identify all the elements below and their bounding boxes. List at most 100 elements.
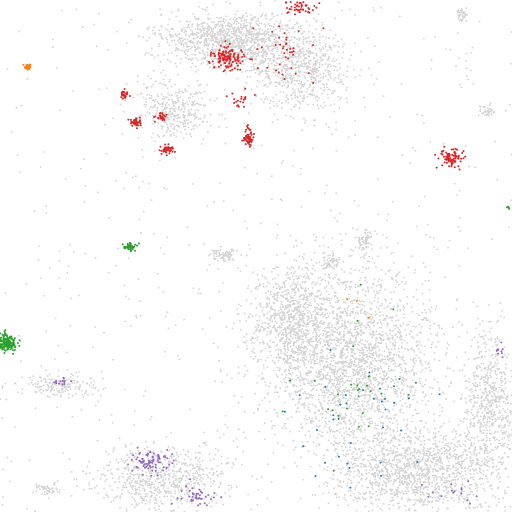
data-point xyxy=(202,57,205,59)
data-point xyxy=(251,53,254,55)
data-point xyxy=(294,92,296,94)
data-point xyxy=(304,57,307,59)
data-point xyxy=(373,389,375,391)
data-point xyxy=(319,388,322,391)
data-point xyxy=(276,105,278,108)
data-point xyxy=(452,326,454,329)
data-point xyxy=(356,325,358,328)
data-point xyxy=(362,358,365,360)
data-point xyxy=(398,299,401,301)
data-point xyxy=(326,385,329,388)
data-point xyxy=(369,394,371,397)
data-point xyxy=(403,392,405,395)
data-point xyxy=(259,73,261,75)
data-point xyxy=(197,36,199,38)
data-point xyxy=(315,424,318,427)
data-point xyxy=(320,298,323,300)
data-point xyxy=(350,248,352,251)
data-point xyxy=(183,50,186,53)
data-point xyxy=(258,315,261,318)
data-point xyxy=(378,390,380,393)
data-point xyxy=(384,417,387,419)
data-point xyxy=(175,15,178,18)
data-point xyxy=(297,31,300,34)
data-point xyxy=(412,386,415,388)
data-point xyxy=(214,24,217,26)
data-point xyxy=(370,349,373,352)
data-point xyxy=(319,341,322,343)
data-point xyxy=(352,299,355,301)
data-point xyxy=(364,383,366,385)
data-point xyxy=(385,347,388,349)
data-point xyxy=(384,388,387,391)
data-point xyxy=(191,23,194,26)
data-point xyxy=(387,270,390,272)
data-point xyxy=(287,81,290,84)
data-point xyxy=(205,40,208,43)
data-point xyxy=(355,364,358,367)
data-point xyxy=(197,109,200,112)
data-point xyxy=(347,351,350,354)
data-point xyxy=(355,306,358,309)
data-point xyxy=(190,59,193,62)
data-point xyxy=(393,369,396,372)
data-point xyxy=(170,52,173,54)
data-point xyxy=(413,357,416,360)
data-point xyxy=(302,330,305,333)
data-point xyxy=(266,281,269,284)
data-point xyxy=(288,31,291,34)
data-point xyxy=(318,394,320,397)
data-point xyxy=(262,101,265,104)
data-point xyxy=(326,66,329,69)
data-point xyxy=(387,408,390,411)
data-point xyxy=(297,365,299,368)
data-point xyxy=(402,376,404,379)
data-point xyxy=(348,8,351,11)
data-point xyxy=(371,370,374,373)
data-point xyxy=(380,360,382,363)
data-point xyxy=(295,394,298,397)
data-point xyxy=(303,94,305,97)
data-point xyxy=(218,113,221,116)
data-point xyxy=(346,355,349,358)
data-point xyxy=(297,96,299,99)
data-point xyxy=(193,118,196,120)
data-point xyxy=(213,58,216,60)
data-point xyxy=(371,356,374,359)
data-point xyxy=(384,358,386,361)
data-point xyxy=(276,118,279,121)
data-point xyxy=(298,66,300,69)
data-point xyxy=(154,33,157,36)
data-point xyxy=(255,95,257,98)
data-point xyxy=(393,390,396,393)
data-point xyxy=(298,53,301,55)
data-point xyxy=(331,287,334,290)
data-point xyxy=(156,109,159,112)
data-point xyxy=(271,50,273,52)
data-point xyxy=(206,121,209,123)
data-point xyxy=(186,20,189,23)
data-point xyxy=(385,318,387,320)
data-point xyxy=(187,114,189,117)
data-point xyxy=(197,292,200,295)
data-point xyxy=(407,323,410,326)
data-point xyxy=(250,19,253,21)
data-point xyxy=(330,360,333,362)
data-point xyxy=(318,47,320,50)
data-point xyxy=(377,255,380,258)
data-point xyxy=(399,372,402,374)
data-point xyxy=(314,39,316,41)
data-point xyxy=(341,354,343,357)
data-point xyxy=(175,47,178,50)
data-point xyxy=(437,324,440,327)
data-point xyxy=(329,351,332,353)
data-point xyxy=(368,343,370,346)
data-point xyxy=(396,309,398,312)
data-point xyxy=(364,346,366,349)
data-point xyxy=(364,340,367,342)
data-point xyxy=(322,397,325,399)
data-point xyxy=(291,326,293,329)
data-point xyxy=(279,367,281,369)
data-point xyxy=(281,427,284,430)
data-point xyxy=(341,394,344,397)
